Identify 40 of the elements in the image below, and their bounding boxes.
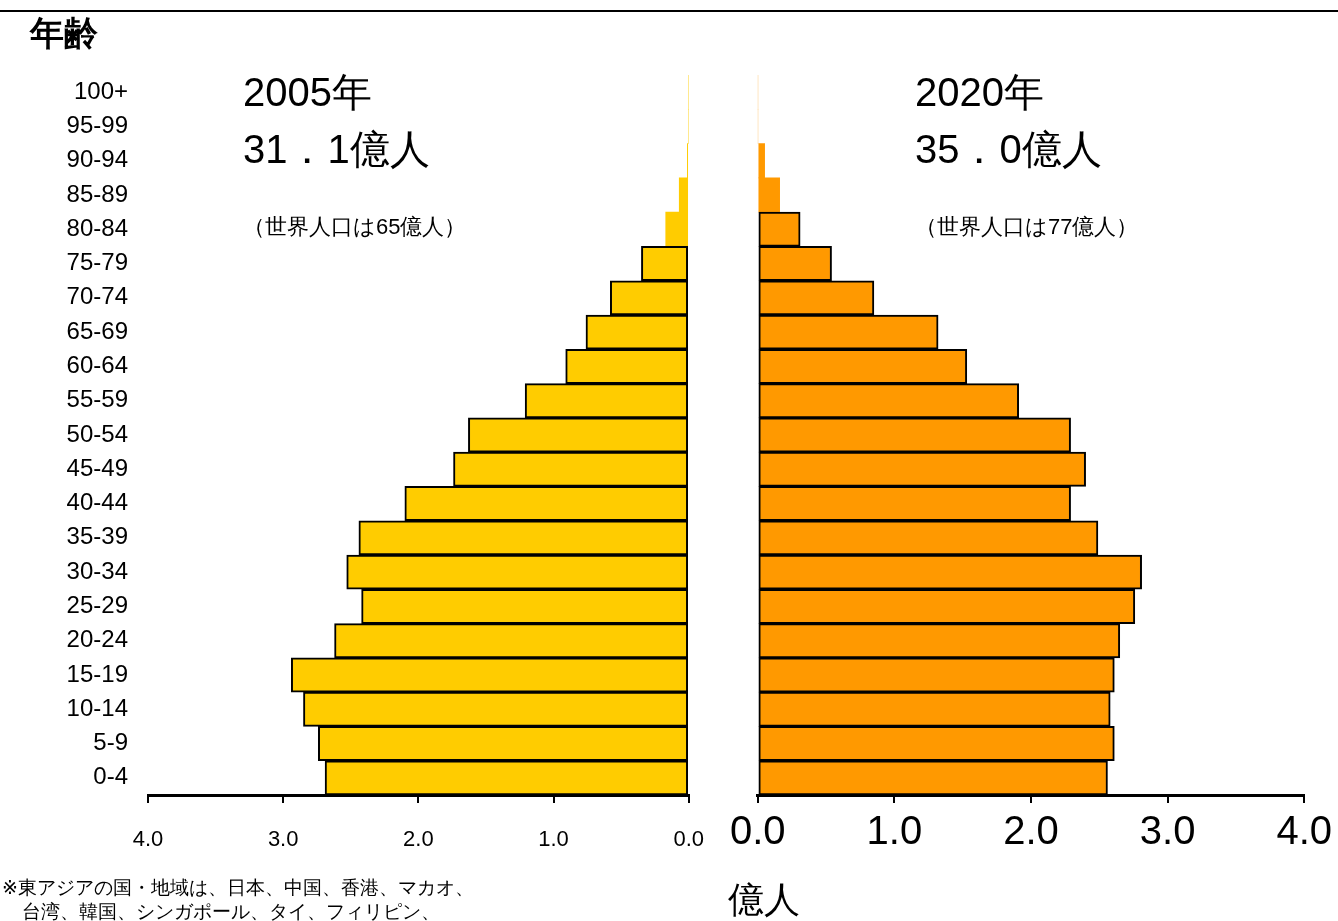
- y-tick-label: 75-79: [66, 248, 128, 276]
- y-tick-label: 10-14: [66, 693, 128, 721]
- y-tick-label: 95-99: [66, 111, 128, 139]
- y-axis-title: 年齢: [29, 14, 98, 52]
- y-tick-label: 70-74: [66, 282, 128, 310]
- y-tick-label: 35-39: [66, 522, 128, 550]
- x-tick-label: 3.0: [1139, 808, 1196, 853]
- chart-title: 2005年: [243, 70, 372, 114]
- annotation: （世界人口は65億人）: [243, 214, 467, 239]
- y-tick-label: 15-19: [66, 659, 128, 687]
- x-tick-label: 3.0: [267, 826, 299, 852]
- x-tick-label: 2.0: [1003, 808, 1059, 853]
- y-tick-label: 85-89: [66, 179, 128, 207]
- y-tick-label: 90-94: [66, 145, 128, 173]
- y-tick-label: 5-9: [93, 728, 128, 756]
- x-tick-label: 0.0: [730, 808, 786, 853]
- y-tick-label: 50-54: [66, 419, 128, 447]
- y-tick-label: 0-4: [93, 762, 128, 790]
- y-tick-label: 40-44: [66, 488, 128, 516]
- x-axis-title: 億人: [727, 879, 800, 920]
- y-tick-label: 80-84: [66, 213, 128, 241]
- annotation: （世界人口は77億人）: [915, 214, 1139, 239]
- x-tick-label: 0.0: [673, 826, 705, 852]
- x-tick-label: 1.0: [538, 826, 569, 852]
- y-tick-label: 30-34: [66, 556, 128, 584]
- y-tick-label: 65-69: [66, 316, 128, 344]
- text: 35．0億人: [915, 127, 1102, 171]
- x-tick-label: 4.0: [132, 826, 164, 852]
- text: 31．1億人: [243, 127, 430, 171]
- y-tick-label: 100+: [73, 76, 128, 104]
- y-tick-label: 55-59: [66, 385, 128, 413]
- x-tick-label: 1.0: [866, 808, 923, 853]
- y-tick-label: 20-24: [66, 625, 128, 653]
- x-tick-label: 4.0: [1276, 808, 1332, 853]
- y-tick-label: 60-64: [66, 351, 128, 379]
- chart-title: 2020年: [915, 70, 1044, 114]
- y-tick-label: 25-29: [66, 591, 128, 619]
- text: ※東アジアの国・地域は、日本、中国、香港、マカオ、台湾、韓国、シンガポール、タイ、フィリピン、: [2, 877, 474, 921]
- y-tick-label: 45-49: [66, 453, 128, 481]
- x-tick-label: 2.0: [403, 826, 434, 852]
